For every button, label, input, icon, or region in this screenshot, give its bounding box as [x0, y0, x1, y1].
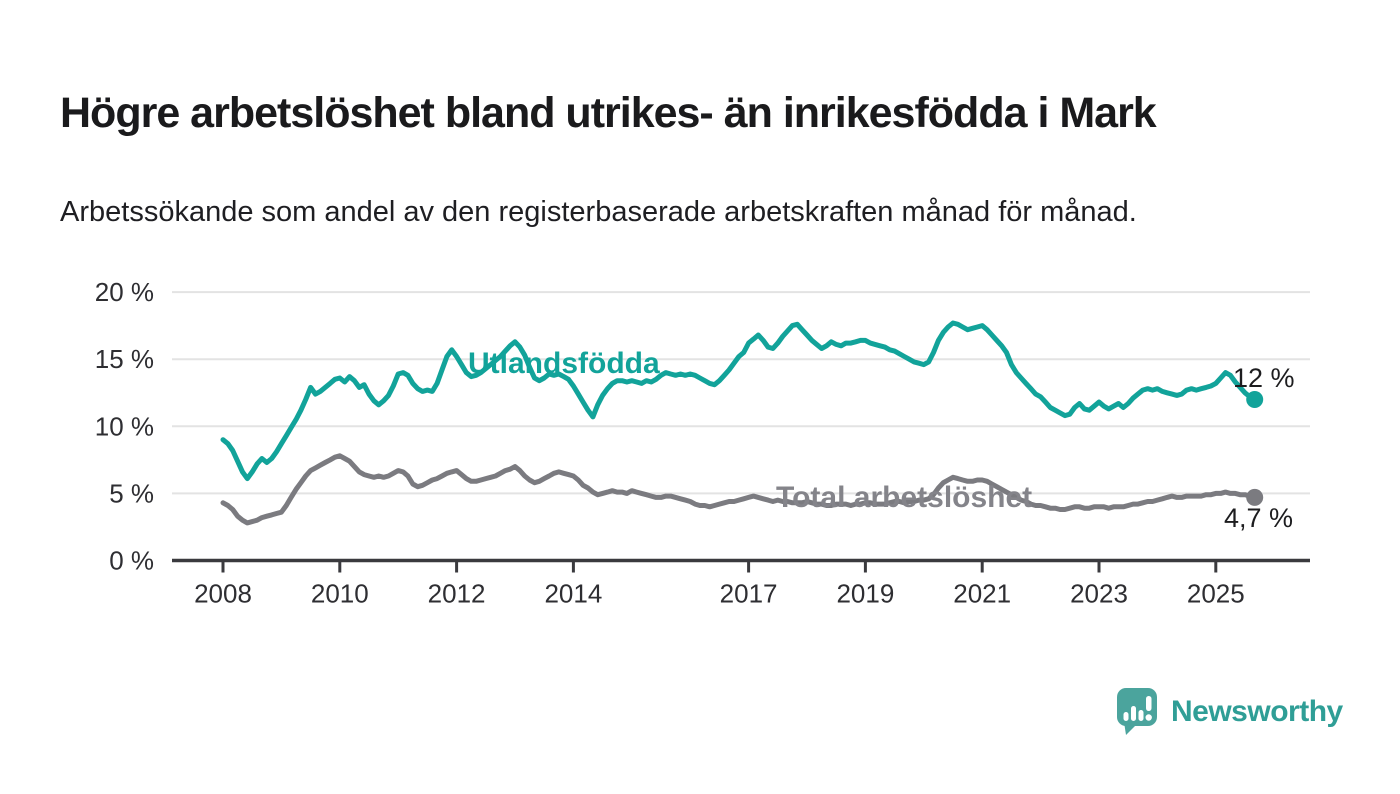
x-tick-label: 2021 [953, 579, 1011, 609]
y-tick-label: 15 % [95, 344, 154, 374]
newsworthy-bubble-icon [1117, 688, 1157, 735]
page-title: Högre arbetslöshet bland utrikes- än inr… [60, 88, 1157, 137]
series-line-utlandsfodda [220, 320, 1258, 482]
series-end-dot-utlandsfodda [1246, 391, 1264, 408]
x-tick-label: 2023 [1070, 579, 1128, 609]
series-label-utlandsfodda: Utlandsfödda [468, 347, 660, 380]
newsworthy-logo: Newsworthy [1116, 687, 1343, 736]
x-tick-label: 2017 [720, 579, 778, 609]
x-tick-label: 2012 [428, 579, 486, 609]
x-tick-label: 2025 [1187, 579, 1245, 609]
end-value-label-utlandsfodda: 12 % [1233, 363, 1295, 393]
x-tick-label: 2014 [544, 579, 602, 609]
x-tick-label: 2010 [311, 579, 369, 609]
series-line-total [220, 453, 1258, 526]
y-tick-label: 5 % [109, 478, 154, 508]
newsworthy-wordmark: Newsworthy [1171, 694, 1343, 728]
y-tick-label: 0 % [109, 546, 154, 576]
x-tick-label: 2008 [194, 579, 252, 609]
end-value-label-total: 4,7 % [1224, 503, 1294, 533]
series-end-dot-total [1246, 488, 1264, 506]
x-tick-label: 2019 [836, 579, 894, 609]
series-label-total: Total arbetslöshet [776, 481, 1033, 514]
y-tick-label: 10 % [95, 411, 154, 441]
chart-subtitle: Arbetssökande som andel av den registerb… [60, 196, 1137, 228]
y-tick-label: 20 % [95, 277, 154, 307]
